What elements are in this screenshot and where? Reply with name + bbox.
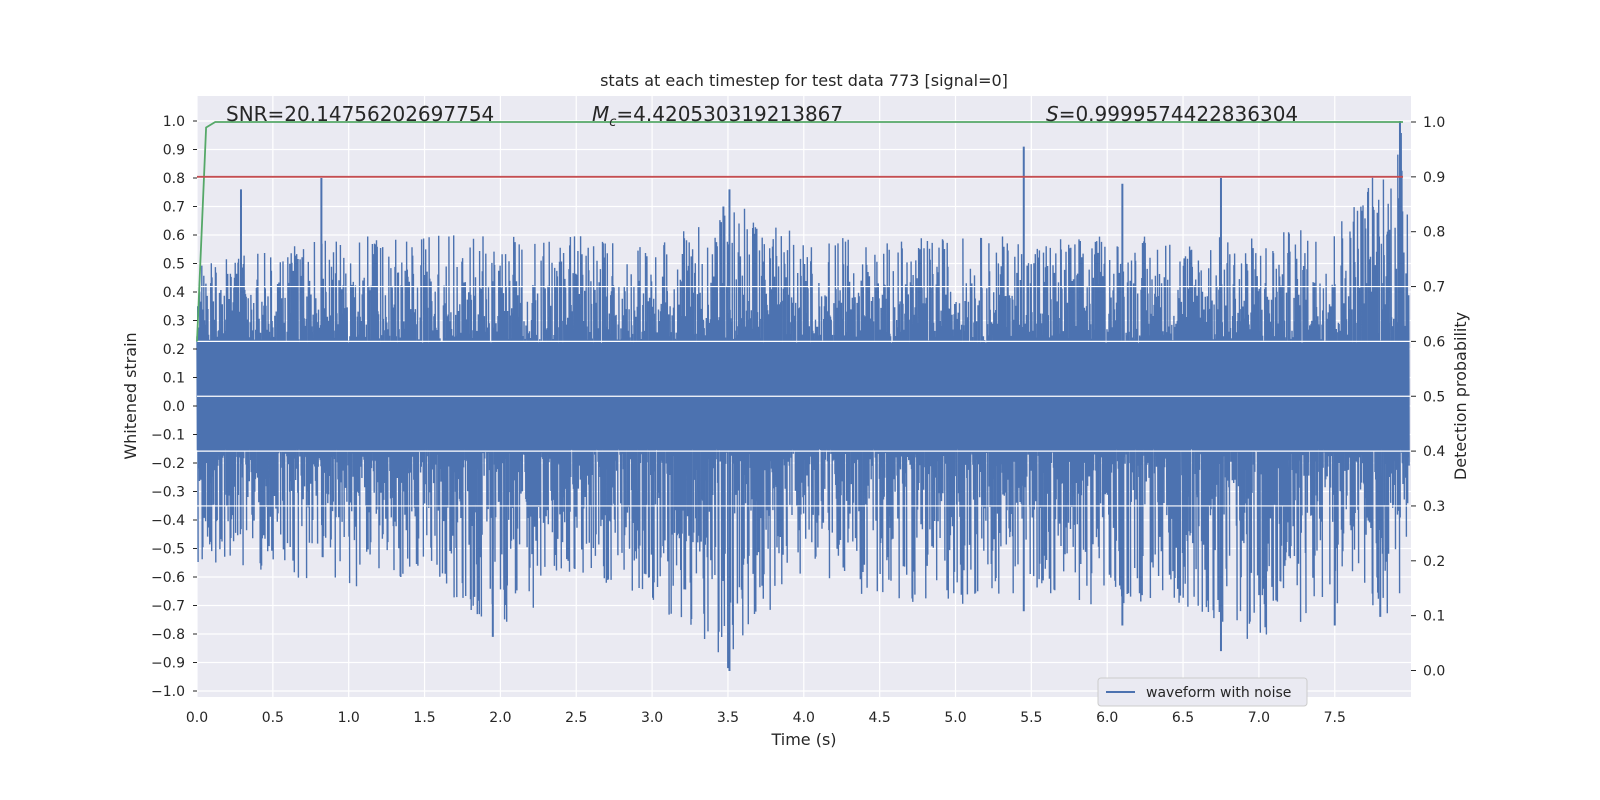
detection-probability-line: [196, 121, 1403, 342]
y-tick-label: 0.3: [163, 314, 185, 330]
snr-annotation: SNR=20.14756202697754: [226, 102, 494, 126]
x-tick-label: 5.0: [944, 710, 966, 726]
y-tick-label: −0.8: [151, 627, 185, 643]
y-axis-label: Whitened strain: [121, 332, 140, 459]
y-tick-label: −0.4: [151, 513, 185, 529]
y-tick-label: −0.2: [151, 456, 185, 472]
probability-series: [196, 121, 1403, 342]
y-tick-label: 0.7: [163, 200, 185, 216]
y-tick-label: −0.3: [151, 485, 185, 501]
y2-tick-label: 0.6: [1423, 334, 1445, 350]
y2-tick-label: 0.5: [1423, 389, 1445, 405]
x-tick-label: 1.0: [338, 710, 360, 726]
x-tick-label: 3.5: [717, 710, 739, 726]
x-tick-label: 7.5: [1324, 710, 1346, 726]
y-tick-label: −0.6: [151, 570, 185, 586]
chart-title: stats at each timestep for test data 773…: [600, 71, 1008, 90]
x-tick-label: 6.0: [1096, 710, 1118, 726]
x-tick-label: 6.5: [1172, 710, 1194, 726]
y2-tick-label: 0.4: [1423, 444, 1445, 460]
mc-value: =4.420530319213867: [616, 102, 843, 126]
x-tick-label: 3.0: [641, 710, 663, 726]
x-axis-label: Time (s): [770, 730, 836, 749]
y-tick-label: 0.4: [163, 285, 185, 301]
y2-tick-label: 0.9: [1423, 170, 1445, 186]
y-tick-label: −0.5: [151, 542, 185, 558]
x-tick-label: 0.0: [186, 710, 208, 726]
y-tick-label: 0.8: [163, 171, 185, 187]
y-tick-label: −0.9: [151, 656, 185, 672]
y-tick-label: −1.0: [151, 684, 185, 700]
legend-box: [1097, 677, 1308, 707]
legend-label-waveform: waveform with noise: [1146, 685, 1291, 701]
y-tick-label: 0.6: [163, 228, 185, 244]
y-tick-label: 0.5: [163, 257, 185, 273]
waveform-series: [196, 121, 1411, 672]
y2-axis-label: Detection probability: [1451, 312, 1470, 480]
y-tick-label: −0.7: [151, 599, 185, 615]
y-tick-label: 0.9: [163, 143, 185, 159]
s-symbol: S: [1046, 102, 1059, 126]
x-tick-label: 4.0: [793, 710, 815, 726]
x-tick-label: 0.5: [262, 710, 284, 726]
mc-symbol: M: [592, 102, 609, 126]
y-tick-label: 0.1: [163, 371, 185, 387]
x-tick-label: 5.5: [1020, 710, 1042, 726]
y2-tick-label: 0.1: [1423, 609, 1445, 625]
x-tick-label: 4.5: [869, 710, 891, 726]
y-tick-label: 1.0: [163, 114, 185, 130]
x-tick-label: 7.0: [1248, 710, 1270, 726]
score-annotation: S=0.9999574422836304: [1046, 102, 1298, 126]
y2-tick-label: 0.3: [1423, 499, 1445, 515]
y-tick-label: 0.0: [163, 399, 185, 415]
y2-tick-label: 0.8: [1423, 225, 1445, 241]
y-tick-label: 0.2: [163, 342, 185, 358]
y2-tick-label: 1.0: [1423, 115, 1445, 131]
x-tick-label: 2.0: [489, 710, 511, 726]
x-tick-label: 1.5: [413, 710, 435, 726]
s-value: =0.9999574422836304: [1059, 102, 1298, 126]
legend: waveform with noise: [1097, 677, 1308, 707]
mc-subscript: c: [609, 115, 616, 130]
y2-tick-label: 0.7: [1423, 280, 1445, 296]
tick-labels: 0.0 0.5 1.0 1.5 2.0 2.5 3.0 3.5 4.0 4.5 5.0 5.5 6.0 6…: [151, 114, 1445, 726]
y2-tick-label: 0.0: [1423, 664, 1445, 680]
y-tick-label: −0.1: [151, 428, 185, 444]
x-tick-label: 2.5: [565, 710, 587, 726]
chirp-mass-annotation: Mc=4.420530319213867: [592, 102, 843, 130]
y2-tick-label: 0.2: [1423, 554, 1445, 570]
